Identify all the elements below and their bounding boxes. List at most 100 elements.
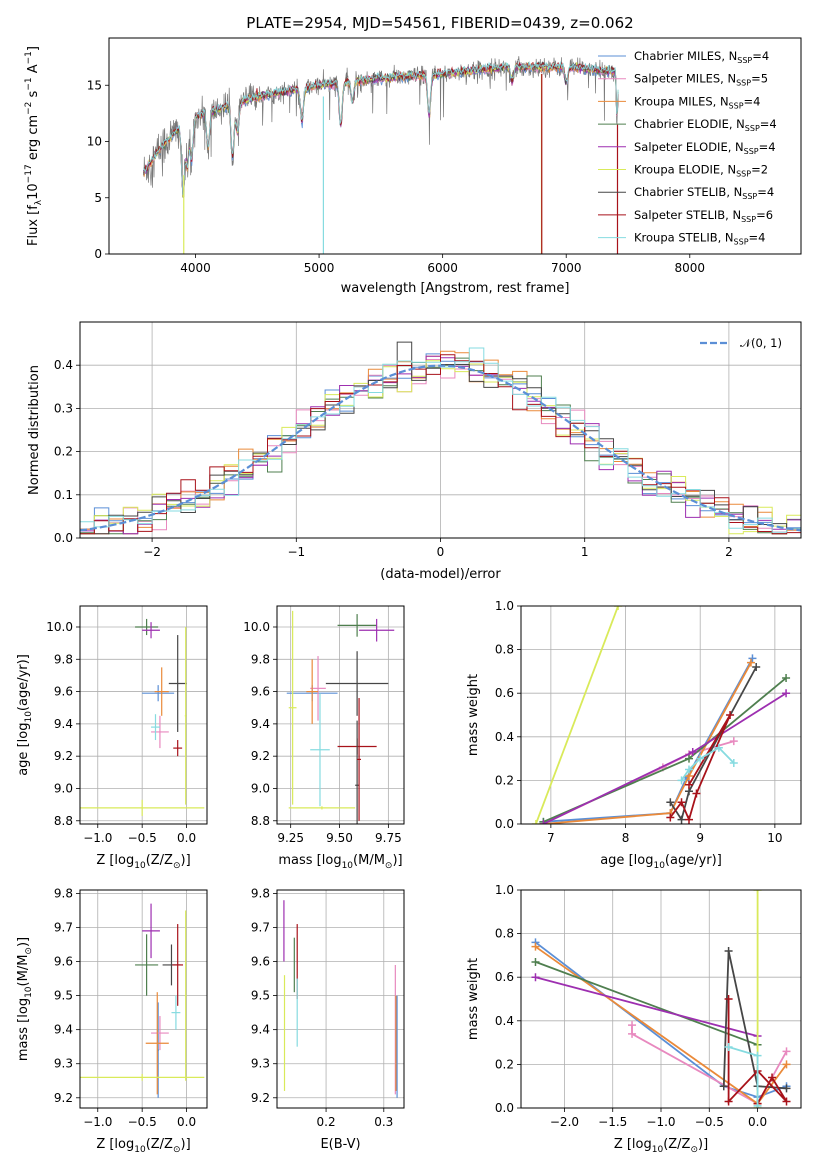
data-point <box>724 1097 733 1106</box>
legend-entry: Kroupa STELIB, NSSP=4 <box>634 231 765 247</box>
weight-line-salpeter-elodie <box>535 976 758 1037</box>
y-tick-label: 9.6 <box>54 955 73 969</box>
data-point <box>729 737 738 746</box>
x-tick-label: 0.0 <box>748 1115 767 1129</box>
y-axis-label: Flux [fλ10−17 erg cm−2 s−1 A−1] <box>24 46 44 246</box>
weight-line-chabrier-elodie <box>543 677 787 823</box>
errorbar-kroupa-stelib <box>310 693 330 807</box>
errorbar-salpeter-elodie <box>359 618 395 642</box>
x-tick-label: 7 <box>547 831 555 845</box>
data-point <box>753 1051 762 1060</box>
errorbar-salpeter-stelib <box>172 924 184 1006</box>
data-point <box>782 1084 791 1093</box>
x-tick-label: 9 <box>696 831 704 845</box>
y-tick-label: 0.6 <box>495 970 514 984</box>
x-axis-label: (data-model)/error <box>380 567 501 582</box>
errorbar-kroupa-elodie <box>184 910 187 1081</box>
axes-frame <box>520 605 802 825</box>
x-tick-label: 5000 <box>304 261 335 275</box>
errorbar-kroupa-miles <box>145 992 169 1095</box>
x-tick-label: −1.0 <box>646 1115 675 1129</box>
errorbar-salpeter-stelib <box>357 698 362 821</box>
y-tick-label: 0.4 <box>495 730 514 744</box>
panel-residual-hist: −2 −1 0 1 2 0.0 0.1 0.2 0.3 0.4 𝒩(0, 1) (data-model… <box>27 321 802 582</box>
errorbar-kroupa-elodie <box>184 626 187 805</box>
errorbar-chabrier-elodie <box>135 934 159 996</box>
x-tick-label: 9.75 <box>375 831 402 845</box>
y-tick-label: 9.2 <box>251 749 270 763</box>
x-tick-label: −1.0 <box>83 831 112 845</box>
x-tick-label: −0.5 <box>695 1115 724 1129</box>
data-point <box>628 1021 637 1030</box>
plot-area <box>286 610 395 824</box>
x-tick-label: 8 <box>622 831 630 845</box>
data-point <box>748 654 757 663</box>
data-point <box>782 1097 791 1106</box>
y-tick-label: 10.0 <box>46 620 73 634</box>
legend-entry: Chabrier MILES, NSSP=4 <box>634 49 769 65</box>
panel-age-vs-mass: 9.25 9.50 9.75 8.8 9.0 9.2 9.4 9.6 9.8 10.0 mass [… <box>243 605 405 871</box>
weight-line-chabrier-miles <box>543 657 754 823</box>
x-axis-label: mass [log10(M/M⊙)] <box>278 853 402 871</box>
data-point <box>714 743 723 752</box>
y-tick-label: 9.7 <box>54 920 73 934</box>
x-tick-label: 1 <box>581 545 589 559</box>
data-point <box>782 689 791 698</box>
weight-line-salpeter-stelib <box>669 714 731 823</box>
data-point <box>531 820 540 824</box>
panel-spectrum: 4000 5000 6000 7000 8000 0 5 10 15 Chabrier MILES… <box>24 37 802 296</box>
y-tick-label: 0.4 <box>54 358 73 372</box>
data-point <box>685 780 693 789</box>
spectrum-legend: Chabrier MILES, NSSP=4 Salpeter MILES, NS… <box>598 49 777 247</box>
weight-line-chabrier-elodie <box>535 961 758 1046</box>
y-tick-label: 1.0 <box>495 599 514 613</box>
axes-frame <box>79 889 208 1109</box>
errorbar-chabrier-miles <box>142 685 175 702</box>
weight-line-kroupa-elodie <box>535 606 619 824</box>
data-point <box>685 815 693 824</box>
y-tick-label: 0.2 <box>54 445 73 459</box>
data-point <box>688 748 697 757</box>
errorbar-chabrier-stelib <box>168 635 187 732</box>
data-point <box>677 776 686 785</box>
weight-line-salpeter-stelib <box>727 999 788 1105</box>
legend-entry: Chabrier ELODIE, NSSP=4 <box>634 117 777 133</box>
y-tick-label: 9.4 <box>54 1023 73 1037</box>
errorbar-chabrier-elodie <box>337 614 377 637</box>
data-point <box>666 813 675 822</box>
panel-age-vs-Z: −1.0 −0.5 0.0 8.8 9.0 9.2 9.4 9.6 9.8 10.0 Z [log1… <box>16 605 208 871</box>
y-tick-label: 9.4 <box>54 717 73 731</box>
data-point <box>782 673 791 682</box>
x-tick-label: −0.5 <box>128 1115 157 1129</box>
data-point <box>666 798 675 807</box>
x-tick-label: 10 <box>767 831 782 845</box>
y-tick-label: 0 <box>94 247 102 261</box>
errorbar-chabrier-elodie <box>135 618 159 636</box>
data-point <box>614 606 623 610</box>
x-axis-label: Z [log10(Z/Z⊙)] <box>96 853 190 871</box>
errorbar-kroupa-miles <box>154 667 169 716</box>
x-tick-label: 7000 <box>551 261 582 275</box>
panel-weight-vs-age: 7 8 9 10 0.0 0.2 0.4 0.6 0.8 1.0 age [log10(age/yr… <box>466 599 802 871</box>
y-tick-label: 9.4 <box>251 1023 270 1037</box>
data-point <box>724 1042 733 1051</box>
x-tick-label: 0.3 <box>374 1115 393 1129</box>
axes-frame <box>276 605 405 825</box>
y-tick-label: 9.2 <box>54 749 73 763</box>
errorbar-kroupa-miles <box>306 659 319 724</box>
data-point <box>724 995 733 1003</box>
data-point <box>531 942 540 951</box>
errorbar-kroupa-stelib <box>171 995 181 1030</box>
y-tick-label: 0.8 <box>495 927 514 941</box>
errorbar-salpeter-elodie <box>142 903 160 959</box>
data-point <box>685 765 693 774</box>
y-tick-label: 9.6 <box>54 685 73 699</box>
x-tick-label: −1.0 <box>83 1115 112 1129</box>
x-axis-label: age [log10(age/yr)] <box>600 853 722 871</box>
errorbar-kroupa-stelib <box>151 714 160 741</box>
y-tick-label: 9.7 <box>251 920 270 934</box>
y-tick-label: 0.2 <box>495 773 514 787</box>
plot-area <box>80 341 801 535</box>
y-tick-label: 9.0 <box>54 781 73 795</box>
